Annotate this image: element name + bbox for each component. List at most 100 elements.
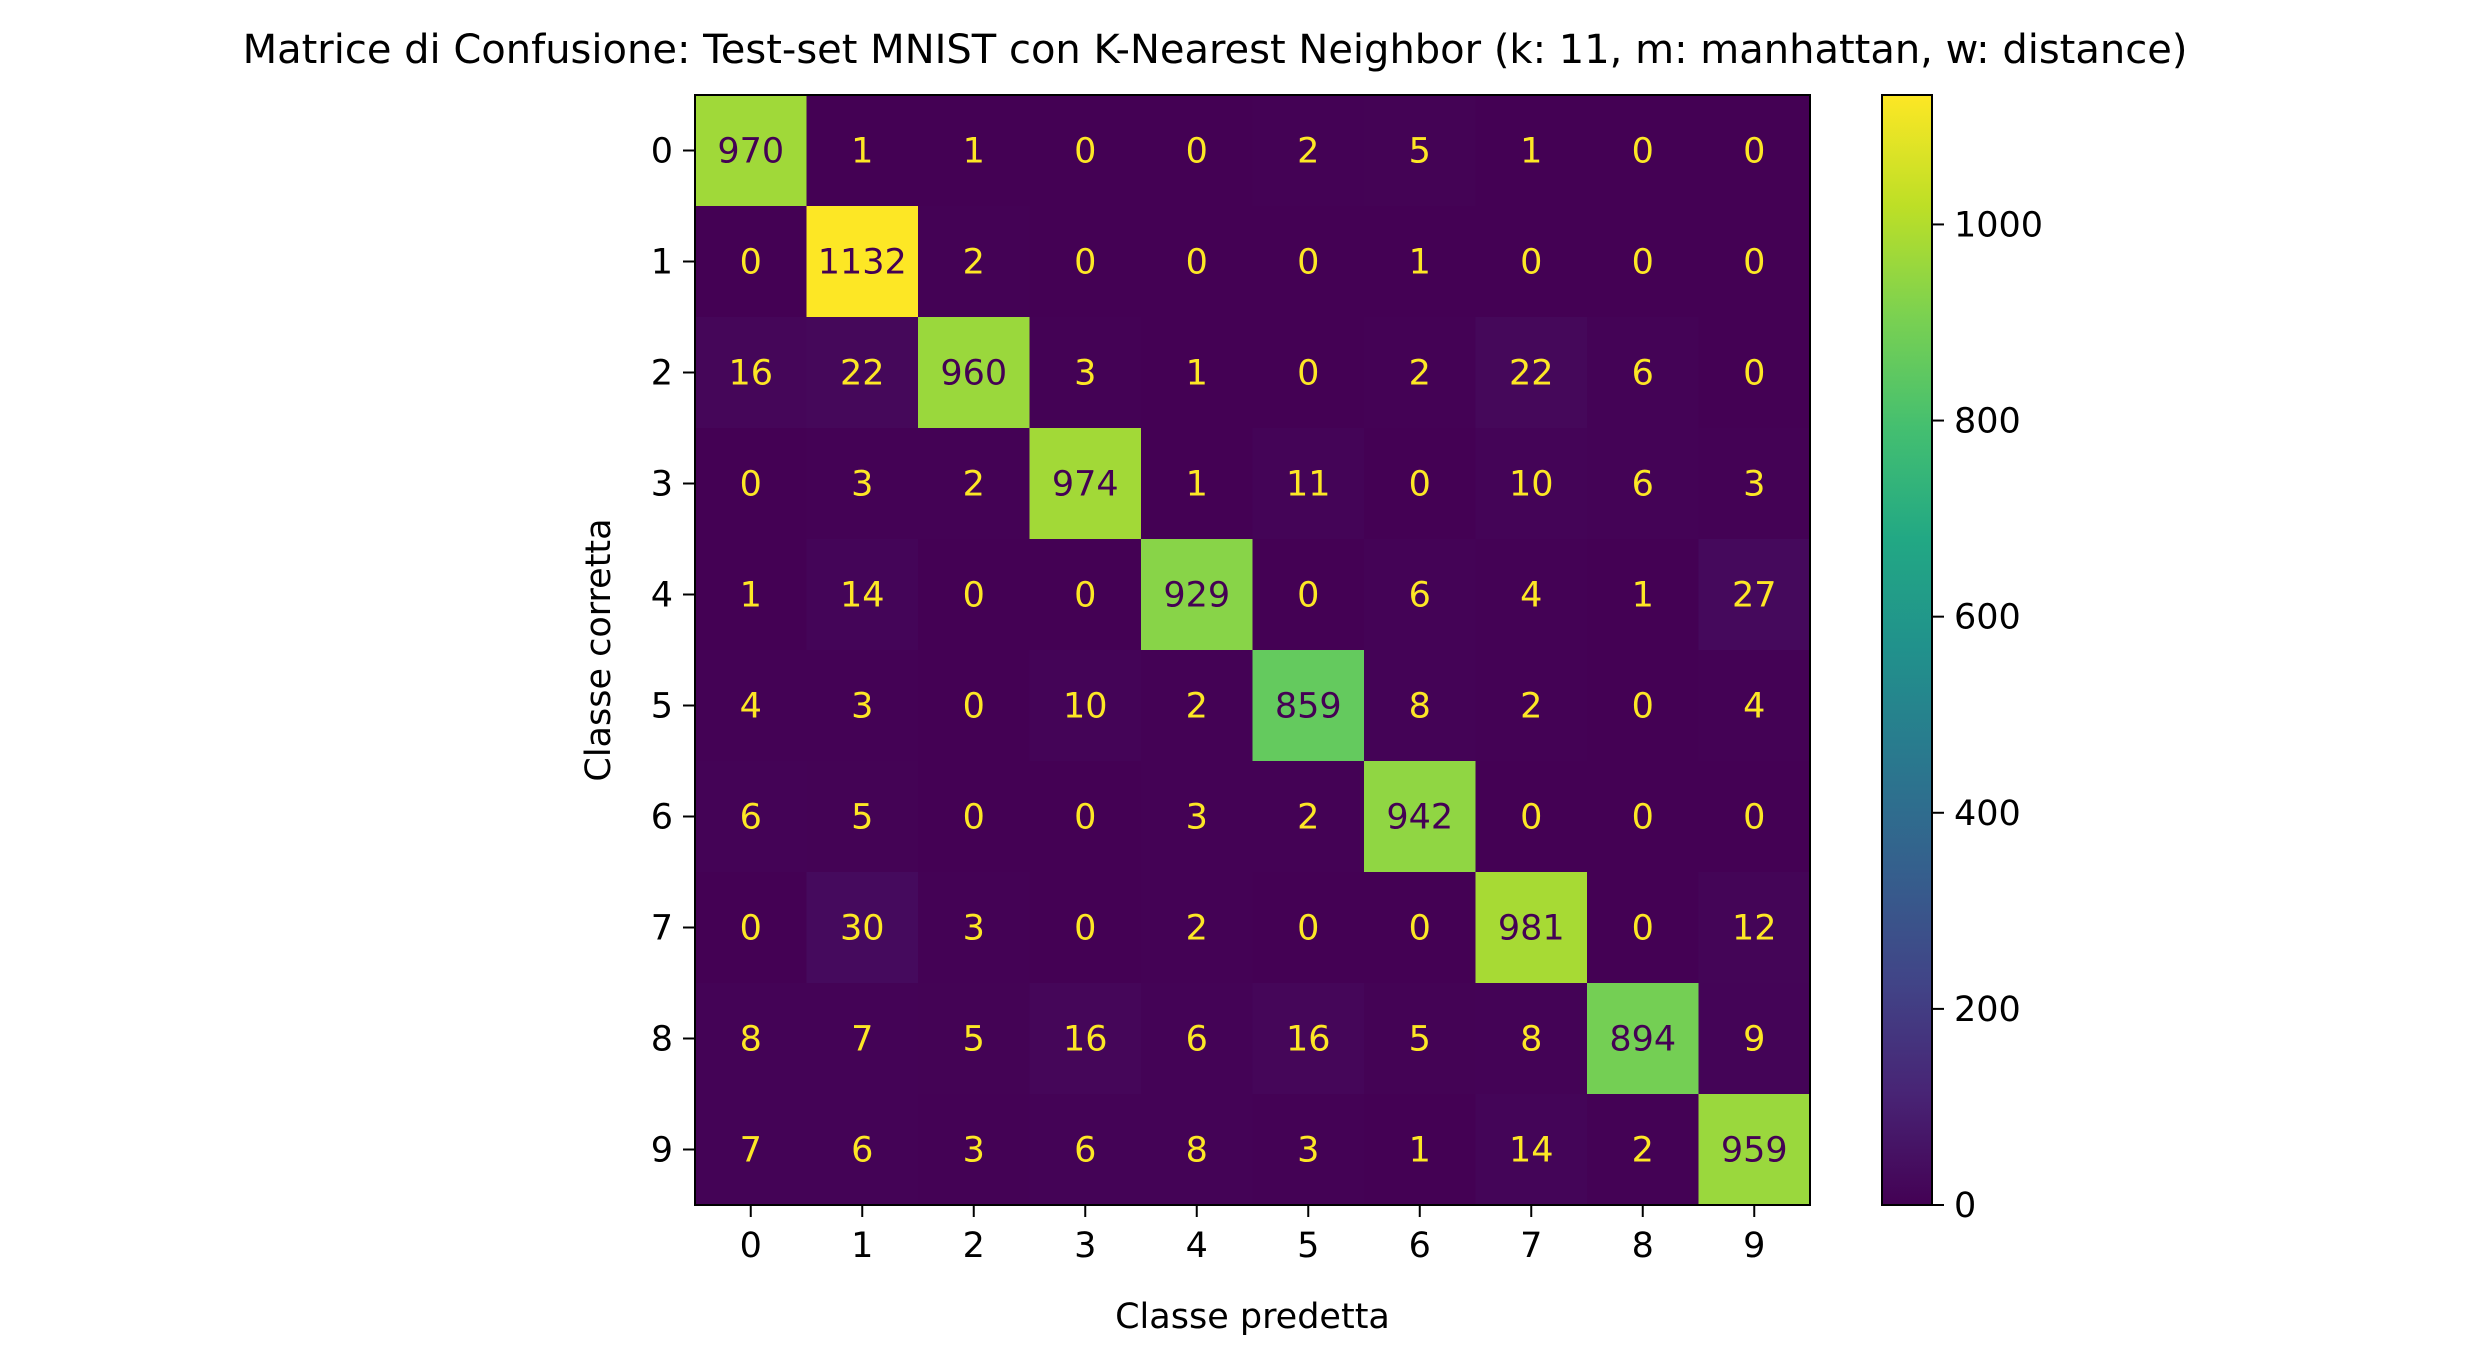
cell-value-label: 0: [963, 798, 985, 838]
heatmap-cell: [1364, 206, 1477, 318]
heatmap-cell: [1698, 206, 1811, 318]
cell-value-label: 2: [1632, 1131, 1654, 1171]
heatmap-cell: [1029, 428, 1142, 540]
heatmap-cell: [695, 317, 808, 429]
heatmap-cell: [1364, 1094, 1477, 1206]
heatmap-cell: [1252, 983, 1365, 1095]
cell-value-label: 0: [1632, 243, 1654, 283]
heatmap-cell: [918, 983, 1031, 1095]
cell-value-label: 2: [1186, 687, 1208, 727]
heatmap-cell: [1141, 539, 1254, 651]
cell-value-label: 5: [963, 1020, 985, 1060]
cell-value-label: 6: [740, 798, 762, 838]
heatmap-cell: [1698, 650, 1811, 762]
x-tick-label: 4: [1186, 1226, 1208, 1266]
cell-value-label: 8: [740, 1020, 762, 1060]
heatmap-cell: [806, 317, 919, 429]
cell-value-label: 3: [1186, 798, 1208, 838]
x-tick-label: 5: [1297, 1226, 1319, 1266]
heatmap-cell: [918, 1094, 1031, 1206]
heatmap-cell: [1698, 761, 1811, 873]
cell-value-label: 0: [1186, 132, 1208, 172]
y-tick-label: 1: [651, 243, 673, 283]
heatmap-cell: [695, 761, 808, 873]
heatmap-cell: [1364, 872, 1477, 984]
heatmap-cell: [1029, 1094, 1142, 1206]
heatmap-cell: [1141, 983, 1254, 1095]
x-tick-label: 8: [1632, 1226, 1654, 1266]
heatmap-cell: [806, 206, 919, 318]
cell-value-label: 1: [963, 132, 985, 172]
cell-value-label: 16: [1286, 1020, 1331, 1060]
heatmap-cell: [1252, 206, 1365, 318]
cell-value-label: 929: [1163, 576, 1230, 616]
cell-value-label: 1: [1186, 465, 1208, 505]
cell-value-label: 0: [740, 243, 762, 283]
heatmap-cell: [1141, 761, 1254, 873]
cell-value-label: 0: [1743, 243, 1765, 283]
heatmap-cell: [1364, 317, 1477, 429]
heatmap-cell: [1587, 983, 1700, 1095]
heatmap-cell: [1029, 761, 1142, 873]
cell-value-label: 5: [1409, 1020, 1431, 1060]
heatmap-cells: [695, 95, 1811, 1206]
cell-value-label: 0: [1520, 798, 1542, 838]
heatmap-cell: [1587, 317, 1700, 429]
heatmap-cell: [1698, 872, 1811, 984]
cell-value-label: 6: [851, 1131, 873, 1171]
cell-value-label: 1: [851, 132, 873, 172]
cell-value-label: 0: [1074, 576, 1096, 616]
x-tick-label: 1: [851, 1226, 873, 1266]
cell-value-label: 0: [1297, 909, 1319, 949]
heatmap-cell: [1029, 95, 1142, 207]
chart-title: Matrice di Confusione: Test-set MNIST co…: [243, 27, 2188, 73]
heatmap-cell: [1141, 1094, 1254, 1206]
cell-value-label: 1132: [818, 243, 907, 283]
heatmap-cell: [1475, 761, 1588, 873]
heatmap-cell: [1587, 428, 1700, 540]
x-axis-label: Classe predetta: [1115, 1297, 1390, 1337]
heatmap-cell: [695, 206, 808, 318]
cell-value-label: 3: [851, 687, 873, 727]
heatmap-cell: [1029, 317, 1142, 429]
heatmap-cell: [918, 872, 1031, 984]
cell-value-label: 2: [963, 465, 985, 505]
cell-value-label: 16: [728, 354, 773, 394]
heatmap-cell: [1029, 539, 1142, 651]
cell-value-label: 2: [1409, 354, 1431, 394]
y-tick-label: 8: [651, 1020, 673, 1060]
cell-value-label: 27: [1732, 576, 1777, 616]
colorbar-tick-label: 400: [1954, 794, 2021, 834]
cell-value-label: 3: [1743, 465, 1765, 505]
cell-value-label: 2: [1520, 687, 1542, 727]
heatmap-cell: [1141, 95, 1254, 207]
cell-value-label: 3: [963, 1131, 985, 1171]
heatmap-cell: [918, 539, 1031, 651]
cell-value-label: 0: [1743, 354, 1765, 394]
cell-value-label: 12: [1732, 909, 1777, 949]
heatmap-cell: [806, 428, 919, 540]
heatmap-cell: [806, 983, 919, 1095]
x-axis-ticks: 0 1 2 3 4 5 6 7 8 9: [740, 1205, 1765, 1266]
heatmap-cell: [806, 95, 919, 207]
heatmap-cell: [1252, 1094, 1365, 1206]
heatmap-cell: [1029, 650, 1142, 762]
cell-value-label: 981: [1498, 909, 1565, 949]
heatmap-cell: [1029, 872, 1142, 984]
cell-value-label: 11: [1286, 465, 1331, 505]
heatmap-cell: [1252, 761, 1365, 873]
heatmap-cell: [695, 872, 808, 984]
heatmap-cell-labels: 970 1 1 0 0 2 5 1 0 00 1132 2 0 0 0 1 0 0 016 22 960 3 1 0 2 22 6 0…: [717, 132, 1787, 1171]
cell-value-label: 1: [1632, 576, 1654, 616]
y-tick-label: 7: [651, 909, 673, 949]
cell-value-label: 1: [1520, 132, 1542, 172]
heatmap-cell: [1698, 317, 1811, 429]
cell-value-label: 10: [1509, 465, 1554, 505]
cell-value-label: 6: [1186, 1020, 1208, 1060]
heatmap-cell: [695, 1094, 808, 1206]
cell-value-label: 14: [840, 576, 885, 616]
cell-value-label: 0: [1297, 243, 1319, 283]
cell-value-label: 0: [963, 576, 985, 616]
heatmap-cell: [1587, 872, 1700, 984]
cell-value-label: 3: [1297, 1131, 1319, 1171]
